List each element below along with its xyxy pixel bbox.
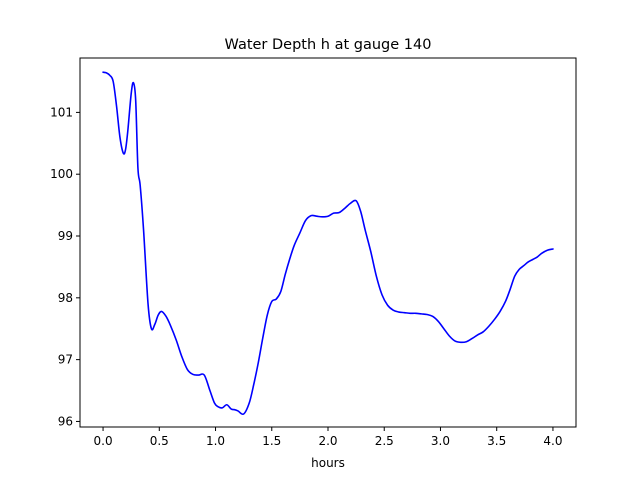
y-tick-label: 99 <box>58 229 73 243</box>
y-axis: 96 97 98 99 100 101 <box>50 105 80 428</box>
chart-title: Water Depth h at gauge 140 <box>225 37 432 53</box>
x-axis: 0.0 0.5 1.0 1.5 2.0 2.5 3.0 3.5 4.0 <box>94 427 562 448</box>
x-tick-label: 2.5 <box>375 434 394 448</box>
x-axis-label: hours <box>311 456 345 470</box>
x-tick-label: 0.5 <box>150 434 169 448</box>
x-tick-label: 4.0 <box>543 434 562 448</box>
series-line <box>102 71 554 416</box>
y-tick-label: 96 <box>58 414 73 428</box>
y-tick-label: 101 <box>50 105 73 119</box>
y-tick-label: 98 <box>58 291 73 305</box>
x-tick-label: 1.0 <box>206 434 225 448</box>
x-tick-label: 0.0 <box>94 434 113 448</box>
x-tick-label: 3.5 <box>487 434 506 448</box>
series-layer <box>102 71 554 416</box>
x-tick-label: 3.0 <box>431 434 450 448</box>
x-tick-label: 1.5 <box>262 434 281 448</box>
x-tick-label: 2.0 <box>318 434 337 448</box>
y-tick-label: 97 <box>58 353 73 367</box>
y-tick-label: 100 <box>50 167 73 181</box>
